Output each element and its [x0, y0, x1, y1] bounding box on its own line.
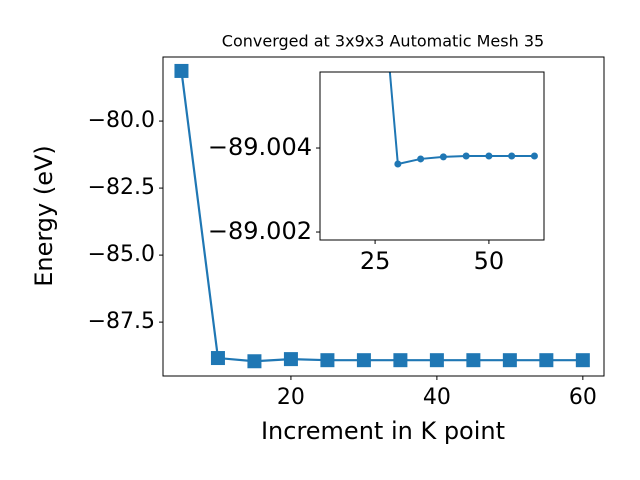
marker: [174, 63, 189, 78]
marker: [417, 155, 425, 163]
marker: [429, 353, 444, 368]
x-tick-label: 60: [569, 385, 597, 410]
marker: [393, 353, 408, 368]
axes-frame: [162, 56, 605, 377]
marker: [539, 353, 554, 368]
marker: [320, 353, 335, 368]
chart-title: Converged at 3x9x3 Automatic Mesh 35: [222, 32, 544, 51]
x-tick-label: 20: [277, 385, 305, 410]
y-axis-label: Energy (eV): [30, 145, 58, 287]
y-tick-label: −80.0: [88, 108, 155, 133]
y-tick-label: −87.5: [88, 309, 155, 334]
marker: [575, 353, 590, 368]
plot-area: [388, 72, 538, 168]
marker: [502, 353, 517, 368]
y-tick-label: −82.5: [88, 175, 155, 200]
marker: [210, 351, 225, 366]
marker: [283, 352, 298, 367]
marker: [530, 152, 538, 160]
marker: [466, 353, 481, 368]
line: [388, 72, 535, 166]
marker: [247, 354, 262, 369]
marker: [462, 152, 470, 160]
marker: [356, 353, 371, 368]
y-tick-label: −89.004: [208, 133, 312, 161]
marker: [485, 152, 493, 160]
x-axis-label: Increment in K point: [261, 417, 505, 445]
x-tick-label: 40: [423, 385, 451, 410]
y-tick-label: −85.0: [88, 242, 155, 267]
axes-frame: [319, 71, 545, 241]
plot-area: [174, 63, 590, 369]
marker: [508, 152, 516, 160]
marker: [439, 153, 447, 161]
x-tick-label: 25: [360, 247, 391, 275]
y-tick-label: −89.002: [208, 217, 312, 245]
marker: [394, 160, 402, 168]
x-tick-label: 50: [474, 247, 505, 275]
